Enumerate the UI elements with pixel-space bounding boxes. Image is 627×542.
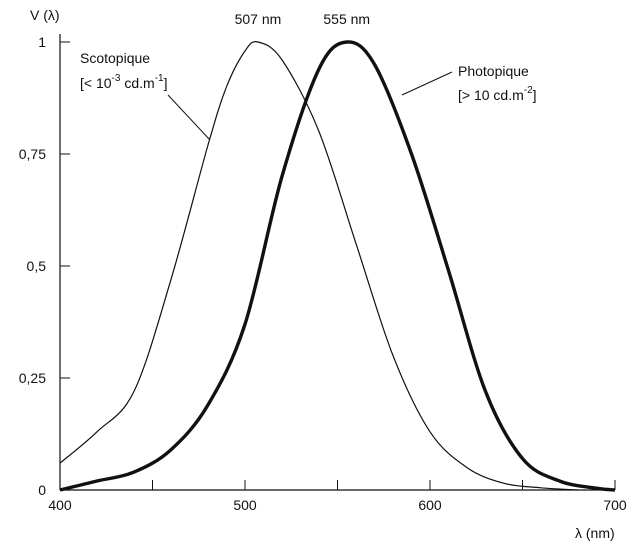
peak-label: 507 nm xyxy=(235,11,282,27)
x-tick-label: 600 xyxy=(418,497,442,513)
scotopique-condition: [< 10-3 cd.m-1] xyxy=(80,73,167,91)
peak-label: 555 nm xyxy=(323,11,370,27)
y-tick-label: 1 xyxy=(38,34,46,50)
y-tick-label: 0,25 xyxy=(19,370,46,386)
photopique-annotation: Photopique [> 10 cd.m-2] xyxy=(401,63,537,103)
x-tick-label: 400 xyxy=(48,497,72,513)
scotopique-curve xyxy=(59,41,579,491)
photopique-condition-suffix: ] xyxy=(533,87,537,103)
photopique-curve xyxy=(59,40,616,492)
scotopique-condition-sup1: -3 xyxy=(112,73,121,84)
scotopique-condition-mid: cd.m xyxy=(120,75,154,91)
scotopique-annotation: Scotopique [< 10-3 cd.m-1] xyxy=(80,50,211,141)
photopique-condition: [> 10 cd.m-2] xyxy=(458,85,537,103)
x-axis-label: λ (nm) xyxy=(575,525,615,541)
scotopique-leader-line xyxy=(167,94,211,141)
y-axis-label: V (λ) xyxy=(30,7,60,23)
photopique-condition-prefix: [> 10 cd.m xyxy=(458,87,524,103)
photopique-leader-line xyxy=(401,71,453,96)
y-tick-label: 0 xyxy=(38,482,46,498)
scotopique-label: Scotopique xyxy=(80,50,150,66)
axis-ticks: 0 0,25 0,5 0,75 1 400 500 600 700 xyxy=(19,34,627,513)
curves xyxy=(59,40,616,492)
peak-labels: 507 nm 555 nm xyxy=(235,11,371,27)
y-tick-label: 0,75 xyxy=(19,146,46,162)
scotopique-condition-sup2: -1 xyxy=(155,73,164,84)
photopique-label: Photopique xyxy=(458,63,529,79)
x-tick-label: 500 xyxy=(233,497,257,513)
y-tick-label: 0,5 xyxy=(27,258,47,274)
scotopique-condition-prefix: [< 10 xyxy=(80,75,112,91)
scotopique-condition-suffix: ] xyxy=(164,75,168,91)
photopique-condition-sup1: -2 xyxy=(524,85,533,96)
x-tick-label: 700 xyxy=(603,497,627,513)
